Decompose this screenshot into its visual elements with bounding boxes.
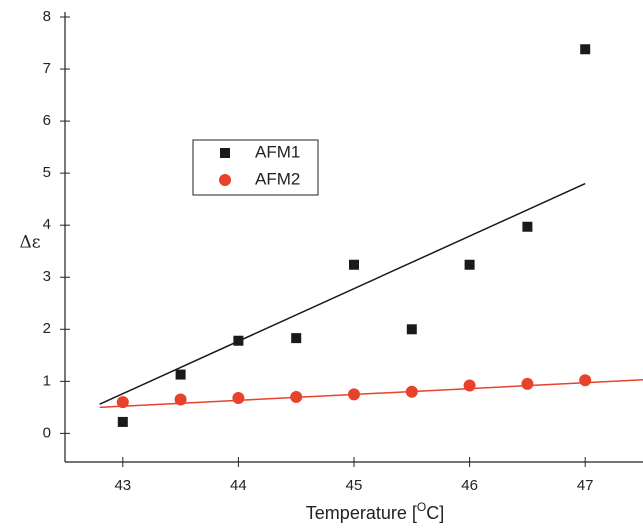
x-tick-label: 44 [230,477,247,494]
x-tick-label: 43 [114,477,131,494]
x-tick-label: 47 [577,477,594,494]
data-point [116,396,129,409]
data-point [463,379,476,392]
legend-label: AFM2 [255,169,300,188]
y-tick-label: 1 [43,372,51,389]
y-tick-label: 0 [43,424,51,441]
y-tick-label: 4 [43,216,51,233]
data-point [233,335,244,346]
data-point [522,221,533,232]
y-tick-label: 5 [43,164,51,181]
data-point [348,388,360,401]
data-point [521,377,534,390]
y-tick-label: 6 [43,112,51,129]
y-axis-label: Δε [19,233,40,253]
data-point [405,385,418,398]
data-point [291,333,302,344]
x-axis-label: Temperature [OC] [306,500,444,523]
x-tick-label: 46 [461,477,478,494]
data-point [406,324,417,335]
data-point [290,390,303,403]
data-point [174,393,187,406]
y-tick-label: 3 [43,268,51,285]
data-point [349,259,359,270]
data-point [580,44,591,55]
legend-box [192,139,319,196]
legend-marker [219,174,231,186]
data-point [175,369,186,380]
legend-label: AFM1 [255,142,300,161]
data-point [232,391,245,404]
data-point [464,259,475,270]
data-point [117,416,128,427]
fit-line [99,379,643,409]
x-tick-label: 45 [346,477,363,494]
y-tick-label: 8 [43,8,51,25]
y-tick-label: 2 [43,320,51,337]
data-point [579,374,592,387]
fit-line [99,182,586,405]
legend-marker [220,148,230,158]
y-tick-label: 7 [43,60,51,77]
